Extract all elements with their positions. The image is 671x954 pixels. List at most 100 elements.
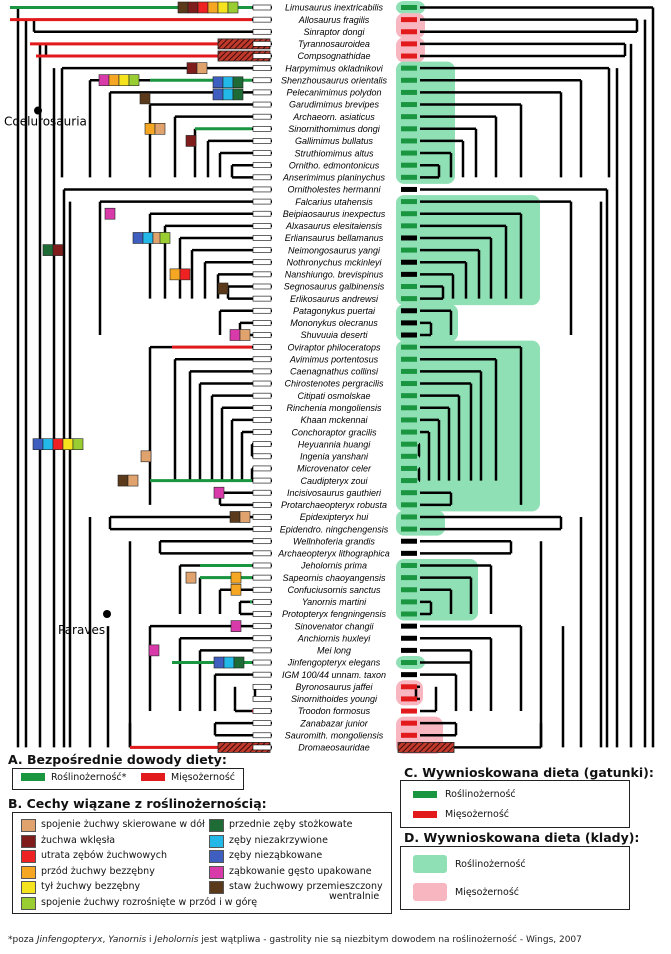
species-diet-bar <box>401 65 417 71</box>
footnote-p4: jest wątpliwa - gastrolity nie są niezbi… <box>198 935 582 945</box>
species-diet-bar <box>401 296 417 302</box>
species-diet-bar <box>401 453 417 459</box>
taxon-tip-box <box>252 283 272 290</box>
legend-b-box: spojenie żuchwy skierowane w dół żuchwa w… <box>12 812 392 914</box>
legend-d-title: D. Wywnioskowana dieta (klady): <box>404 830 640 845</box>
taxon-name: Caudipteryx zoui <box>300 476 368 486</box>
species-diet-bar <box>401 635 417 641</box>
taxon-name: Sinraptor dongi <box>303 27 365 37</box>
species-diet-bar <box>401 77 417 83</box>
taxon-tip-box <box>252 611 272 617</box>
legend-d-herb-label: Roślinożerność <box>455 859 526 870</box>
trait-legend-swatch <box>21 865 36 879</box>
trait-square <box>213 486 225 499</box>
species-diet-bar <box>401 5 417 10</box>
species-diet-bar <box>401 441 417 447</box>
taxon-tip-box <box>252 16 272 23</box>
trait-square <box>72 438 84 450</box>
taxon-tip-box <box>252 235 272 241</box>
species-diet-bar <box>401 308 417 314</box>
species-diet-bar <box>401 138 417 144</box>
species-diet-bar <box>401 344 417 350</box>
species-diet-bar <box>401 174 417 180</box>
taxon-tip-box <box>252 198 272 205</box>
clade-highlight-box <box>396 510 445 536</box>
legend-c-herb-label: Roślinożerność <box>445 789 516 800</box>
trait-square <box>132 232 144 244</box>
species-diet-bar <box>401 223 417 229</box>
legend-a-carn-swatch <box>141 773 165 781</box>
trait-square <box>196 62 208 74</box>
trait-legend-label: żuchwa wklęsła <box>41 834 116 846</box>
species-diet-bar <box>401 102 417 108</box>
taxon-tip-box <box>252 4 272 11</box>
species-diet-bar <box>401 684 417 690</box>
trait-square <box>108 74 120 86</box>
trait-legend-label: tył żuchwy bezzębny <box>41 881 141 892</box>
footnote-taxon-2: Yanornis <box>108 935 147 945</box>
footnote: *poza Jinfengopteryx, Yanornis i Jeholor… <box>8 935 582 945</box>
species-diet-bar <box>401 465 417 471</box>
legend-a-herb-label: Roślinożerność* <box>51 772 127 783</box>
trait-square <box>186 62 198 74</box>
taxon-tip-box <box>252 186 272 193</box>
species-diet-bar <box>401 368 417 374</box>
taxon-tip-box <box>252 28 272 35</box>
taxon-tip-box <box>252 465 272 472</box>
species-diet-bar <box>401 271 417 277</box>
species-diet-bar <box>401 538 417 544</box>
footnote-taxon-1: Jinfengopteryx <box>36 935 103 945</box>
species-diet-bar <box>401 381 417 387</box>
trait-square <box>197 1 209 14</box>
trait-square <box>104 207 116 220</box>
taxon-name: Sinovenator changii <box>294 621 374 631</box>
taxon-tip-box <box>252 53 272 59</box>
legend-a-carn-label: Mięsożerność <box>171 772 236 783</box>
trait-legend-label: zęby niezakrzywione <box>229 834 328 846</box>
trait-square <box>185 135 197 147</box>
taxon-tip-box <box>252 368 272 375</box>
taxon-name: Neimongosaurus yangi <box>288 245 381 255</box>
trait-legend-label: spojenie żuchwy skierowane w dół <box>41 819 205 830</box>
taxon-tip-box <box>252 683 272 690</box>
species-diet-bar <box>401 150 417 156</box>
trait-square <box>212 76 224 89</box>
trait-square <box>213 656 225 669</box>
taxon-name: Epidexipteryx hui <box>300 512 370 522</box>
trait-legend-swatch <box>21 834 36 848</box>
trait-square <box>127 474 139 487</box>
legend-c-title: C. Wywnioskowana dieta (gatunki): <box>404 765 654 780</box>
species-diet-bar <box>401 732 417 738</box>
taxon-name: Sauromith. mongoliensis <box>285 731 384 741</box>
taxon-name: Jinfengopteryx elegans <box>287 658 381 668</box>
trait-square <box>217 1 229 14</box>
taxon-tip-box <box>252 429 272 435</box>
taxon-name: Incisivosaurus gauthieri <box>287 488 382 498</box>
taxon-tip-box <box>252 599 272 605</box>
taxon-name: Confuciusornis sanctus <box>287 585 381 595</box>
taxon-name: Archaeopteryx lithographica <box>277 549 390 559</box>
taxon-tip-box <box>252 150 272 156</box>
taxon-name: Troodon formosus <box>298 706 371 716</box>
taxon-tip-box <box>252 380 272 387</box>
taxon-name: Compsognathidae <box>297 51 370 61</box>
species-diet-bar <box>401 417 417 423</box>
species-diet-bar <box>401 562 417 568</box>
taxon-name: Ingenia yanshani <box>300 452 369 462</box>
taxon-name: Struthiomimus altus <box>294 148 374 158</box>
phylogenetic-tree: Limusaurus inextricabilis Allosaurus frag… <box>4 1 655 754</box>
taxon-tip-box <box>252 562 272 569</box>
footnote-taxon-3: Jeholornis <box>154 935 199 945</box>
taxon-tip-box <box>252 259 272 266</box>
taxon-tip-box <box>252 732 272 739</box>
species-diet-bar <box>401 393 417 399</box>
species-diet-bar <box>401 405 417 411</box>
trait-square <box>177 1 189 14</box>
trait-square <box>62 438 74 450</box>
taxon-tip-box <box>252 89 272 96</box>
clade-highlight-box <box>396 37 425 63</box>
taxon-tip-box <box>252 635 272 642</box>
trait-legend-swatch <box>209 834 224 848</box>
species-diet-bar <box>401 17 417 23</box>
trait-legend-label: przednie zęby stożkowate <box>229 819 353 830</box>
